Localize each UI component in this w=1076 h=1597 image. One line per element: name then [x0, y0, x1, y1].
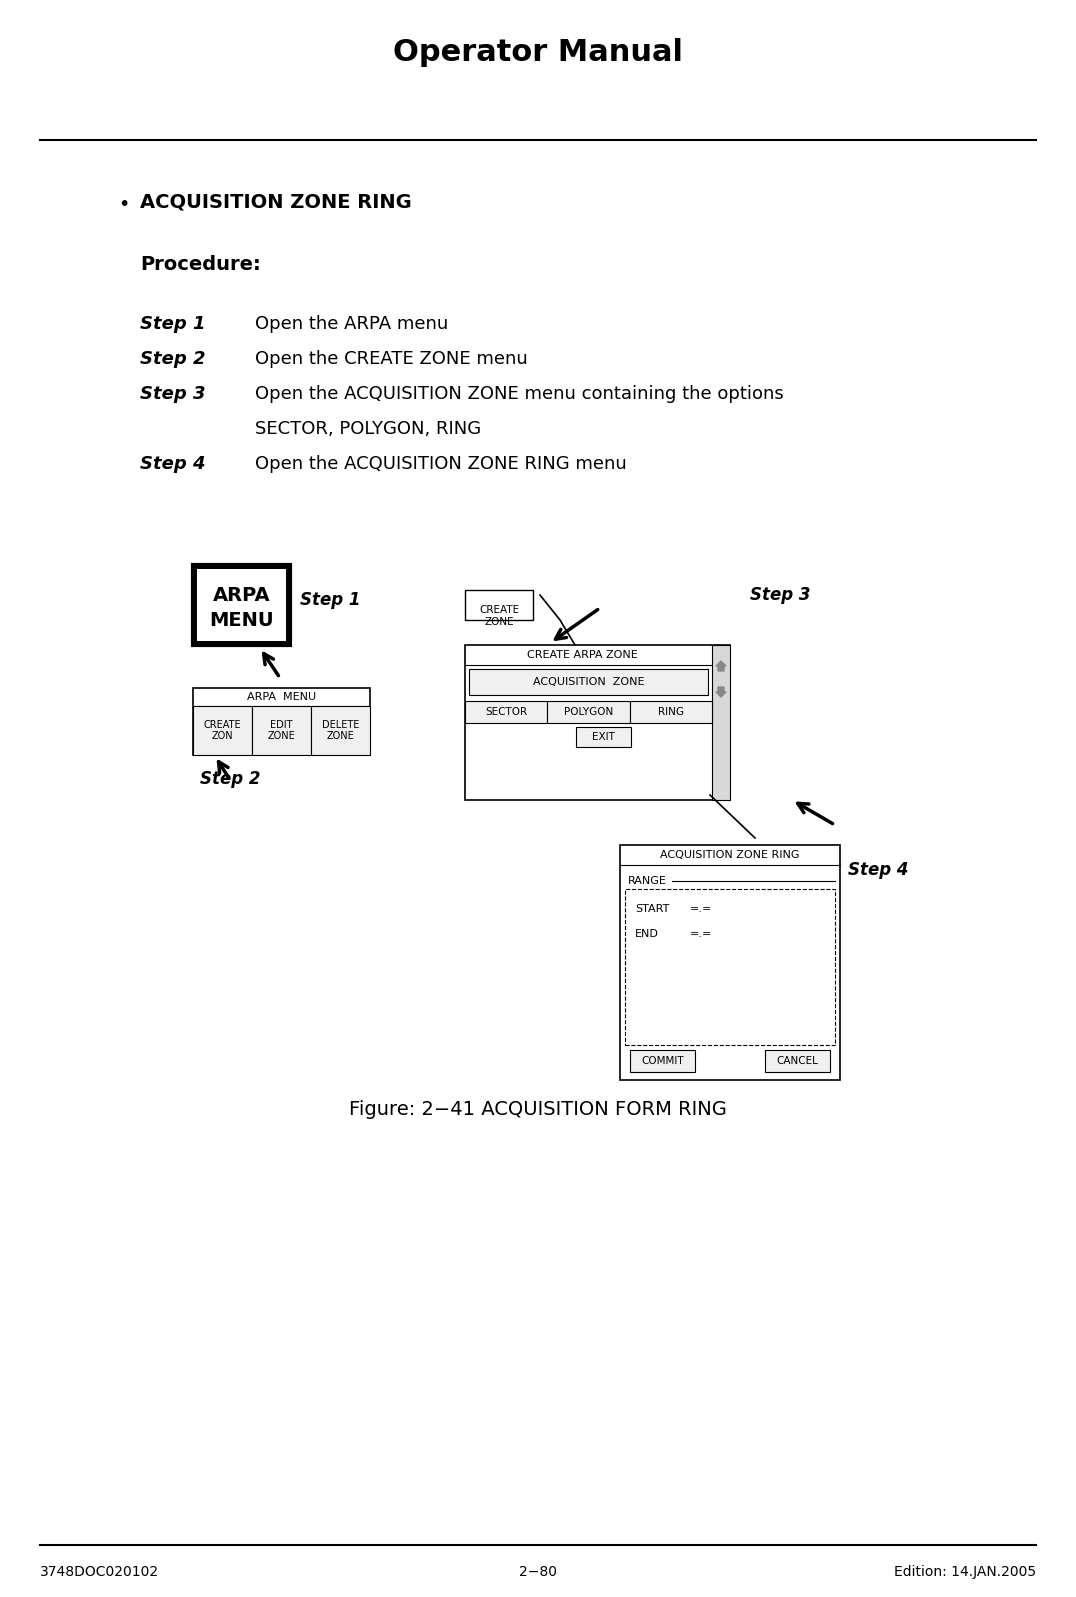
Text: Open the ARPA menu: Open the ARPA menu [255, 315, 449, 334]
FancyArrow shape [716, 687, 726, 696]
Text: POLYGON: POLYGON [564, 707, 613, 717]
Bar [548, 701, 629, 723]
Bar [576, 727, 631, 747]
Text: END: END [635, 929, 659, 939]
Text: MENU: MENU [209, 612, 273, 631]
Bar [620, 845, 840, 1080]
Bar [765, 1049, 830, 1072]
Text: EDIT
ZONE: EDIT ZONE [268, 720, 296, 741]
Text: Step 2: Step 2 [200, 770, 260, 787]
Text: ACQUISITION ZONE RING: ACQUISITION ZONE RING [661, 850, 799, 861]
Text: Open the ACQUISITION ZONE RING menu: Open the ACQUISITION ZONE RING menu [255, 455, 626, 473]
Text: CANCEL: CANCEL [777, 1056, 819, 1067]
Text: SECTOR, POLYGON, RING: SECTOR, POLYGON, RING [255, 420, 481, 438]
Text: Open the CREATE ZONE menu: Open the CREATE ZONE menu [255, 350, 527, 367]
Bar [712, 645, 730, 800]
Text: ACQUISITION ZONE RING: ACQUISITION ZONE RING [140, 192, 412, 211]
Text: Step 4: Step 4 [848, 861, 908, 878]
Text: ARPA: ARPA [213, 586, 270, 605]
Bar [311, 706, 370, 755]
Bar [193, 565, 291, 645]
Text: CREATE ARPA ZONE: CREATE ARPA ZONE [527, 650, 638, 660]
Bar [465, 589, 533, 620]
Bar [193, 706, 252, 755]
Bar [465, 701, 548, 723]
Text: Operator Manual: Operator Manual [393, 38, 683, 67]
Text: CREATE
ZON: CREATE ZON [203, 720, 241, 741]
Text: Step 1: Step 1 [140, 315, 206, 334]
Bar [625, 890, 835, 1044]
Bar [629, 701, 712, 723]
FancyArrow shape [716, 661, 726, 671]
Text: Open the ACQUISITION ZONE menu containing the options: Open the ACQUISITION ZONE menu containin… [255, 385, 783, 402]
Bar [193, 688, 370, 755]
Text: ACQUISITION  ZONE: ACQUISITION ZONE [533, 677, 645, 687]
Text: EXIT: EXIT [592, 731, 615, 743]
Text: CREATE
ZONE: CREATE ZONE [479, 605, 519, 626]
Text: Step 1: Step 1 [300, 591, 360, 608]
Text: RING: RING [657, 707, 684, 717]
Text: START: START [635, 904, 669, 913]
Text: SECTOR: SECTOR [485, 707, 527, 717]
Text: =.=: =.= [690, 929, 712, 939]
Text: DELETE
ZONE: DELETE ZONE [322, 720, 359, 741]
Bar [469, 669, 708, 695]
Text: 2−80: 2−80 [519, 1565, 557, 1579]
Text: Step 3: Step 3 [140, 385, 206, 402]
Text: Step 4: Step 4 [140, 455, 206, 473]
Text: ARPA  MENU: ARPA MENU [246, 692, 316, 703]
Text: Step 3: Step 3 [750, 586, 810, 604]
Text: COMMIT: COMMIT [641, 1056, 684, 1067]
Bar [631, 1049, 695, 1072]
Bar [465, 645, 730, 800]
Text: •: • [118, 195, 129, 214]
Text: =.=: =.= [690, 904, 712, 913]
Text: Step 2: Step 2 [140, 350, 206, 367]
Text: Edition: 14.JAN.2005: Edition: 14.JAN.2005 [894, 1565, 1036, 1579]
Text: Figure: 2−41 ACQUISITION FORM RING: Figure: 2−41 ACQUISITION FORM RING [349, 1100, 727, 1119]
Bar [252, 706, 311, 755]
Text: RANGE: RANGE [628, 877, 667, 886]
Bar [197, 569, 286, 640]
Text: Procedure:: Procedure: [140, 256, 260, 275]
Text: 3748DOC020102: 3748DOC020102 [40, 1565, 159, 1579]
